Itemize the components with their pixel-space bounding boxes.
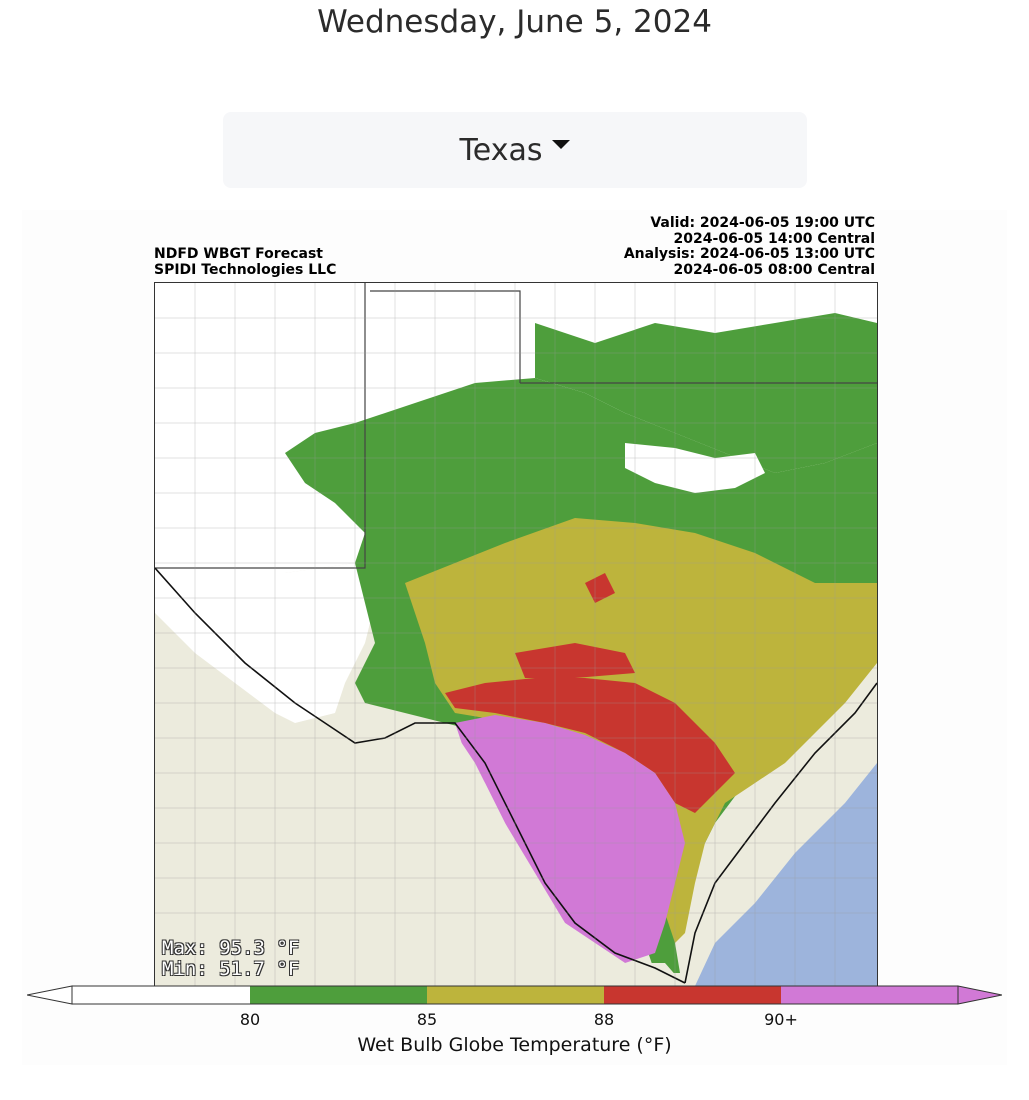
colorbar-tick-90plus: 90+	[764, 1010, 798, 1029]
wbgt-map	[154, 282, 878, 987]
colorbar-bin-red	[604, 986, 781, 1004]
colorbar-tick-88: 88	[593, 1010, 615, 1029]
map-image	[155, 283, 877, 986]
colorbar-bin-green	[250, 986, 427, 1004]
max-min-stats: Max: 95.3 °F Min: 51.7 °F	[162, 938, 299, 980]
map-valid-time: Valid: 2024-06-05 19:00 UTC 2024-06-05 1…	[623, 215, 875, 278]
colorbar-bin-yellow	[427, 986, 604, 1004]
map-title: NDFD WBGT Forecast SPIDI Technologies LL…	[154, 246, 337, 278]
colorbar-tick-85: 85	[416, 1010, 438, 1029]
region-dropdown[interactable]: Texas	[223, 112, 807, 188]
colorbar-bin-white	[72, 986, 250, 1004]
colorbar-bin-magenta	[781, 986, 958, 1004]
max-label: Max: 95.3 °F	[162, 937, 300, 959]
min-label: Min: 51.7 °F	[162, 958, 300, 980]
wbgt-forecast-map-figure: NDFD WBGT Forecast SPIDI Technologies LL…	[22, 210, 1007, 1065]
colorbar-extend-high	[957, 985, 1002, 1005]
colorbar-tick-80: 80	[239, 1010, 261, 1029]
colorbar-title: Wet Bulb Globe Temperature (°F)	[357, 1034, 672, 1056]
colorbar-extend-low	[27, 985, 73, 1005]
region-dropdown-label: Texas	[459, 132, 543, 168]
colorbar	[27, 985, 1002, 1005]
caret-down-icon	[552, 139, 571, 149]
page-date: Wednesday, June 5, 2024	[317, 4, 712, 40]
